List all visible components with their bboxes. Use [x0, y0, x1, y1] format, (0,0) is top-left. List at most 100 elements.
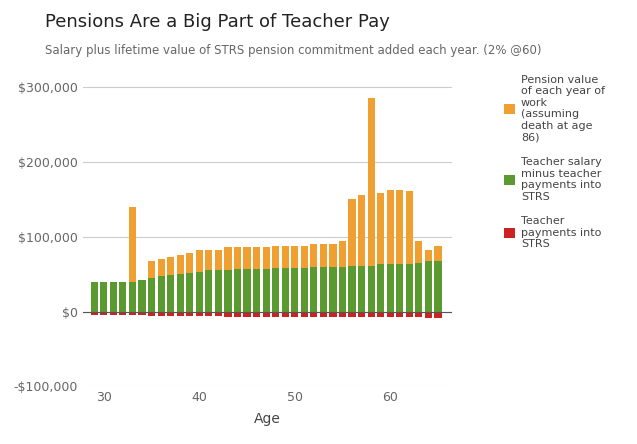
X-axis label: Age: Age: [254, 412, 281, 427]
Bar: [406, 191, 413, 265]
Bar: [215, 250, 222, 270]
Bar: [224, 247, 231, 270]
Bar: [148, 312, 155, 316]
Bar: [387, 190, 394, 265]
Bar: [406, 312, 413, 317]
Bar: [425, 312, 432, 317]
Bar: [157, 259, 165, 277]
Bar: [167, 312, 175, 316]
Bar: [138, 280, 146, 312]
Bar: [100, 312, 108, 315]
Bar: [186, 273, 193, 312]
Bar: [310, 267, 317, 312]
Bar: [339, 241, 346, 267]
Bar: [320, 312, 327, 317]
Bar: [329, 267, 336, 312]
Bar: [282, 268, 289, 312]
Legend: Pension value
of each year of
work
(assuming
death at age
86), Teacher salary
mi: Pension value of each year of work (assu…: [499, 70, 609, 254]
Bar: [215, 312, 222, 317]
Bar: [396, 312, 403, 317]
Bar: [129, 312, 136, 315]
Bar: [377, 265, 384, 312]
Bar: [320, 244, 327, 267]
Bar: [176, 312, 183, 316]
Bar: [90, 312, 98, 315]
Bar: [262, 312, 269, 317]
Bar: [368, 266, 375, 312]
Bar: [310, 312, 317, 317]
Bar: [253, 269, 260, 312]
Bar: [234, 312, 241, 317]
Bar: [262, 269, 269, 312]
Bar: [434, 261, 441, 312]
Bar: [234, 269, 241, 312]
Bar: [291, 312, 298, 317]
Bar: [301, 312, 308, 317]
Bar: [329, 244, 336, 267]
Text: Pensions Are a Big Part of Teacher Pay: Pensions Are a Big Part of Teacher Pay: [45, 13, 389, 32]
Bar: [224, 270, 231, 312]
Bar: [339, 267, 346, 312]
Bar: [291, 246, 298, 268]
Bar: [90, 281, 98, 312]
Bar: [272, 268, 279, 312]
Bar: [167, 275, 175, 312]
Bar: [119, 281, 127, 312]
Bar: [100, 281, 108, 312]
Bar: [387, 312, 394, 317]
Bar: [186, 312, 193, 316]
Bar: [301, 268, 308, 312]
Bar: [282, 246, 289, 268]
Bar: [415, 263, 422, 312]
Bar: [205, 270, 212, 312]
Bar: [205, 250, 212, 270]
Bar: [196, 312, 203, 316]
Bar: [110, 312, 117, 315]
Bar: [224, 312, 231, 317]
Bar: [119, 312, 127, 315]
Bar: [176, 255, 183, 274]
Bar: [434, 246, 441, 261]
Bar: [243, 269, 250, 312]
Bar: [167, 257, 175, 275]
Bar: [148, 278, 155, 312]
Bar: [425, 262, 432, 312]
Bar: [110, 281, 117, 312]
Bar: [272, 312, 279, 317]
Bar: [406, 265, 413, 312]
Bar: [377, 312, 384, 317]
Bar: [425, 250, 432, 262]
Bar: [272, 246, 279, 268]
Bar: [291, 268, 298, 312]
Bar: [310, 244, 317, 267]
Bar: [129, 207, 136, 281]
Bar: [415, 241, 422, 263]
Bar: [138, 312, 146, 315]
Bar: [368, 312, 375, 317]
Bar: [348, 266, 355, 312]
Bar: [358, 312, 365, 317]
Bar: [368, 98, 375, 266]
Bar: [157, 277, 165, 312]
Bar: [415, 312, 422, 317]
Bar: [243, 312, 250, 317]
Bar: [243, 246, 250, 269]
Bar: [129, 281, 136, 312]
Bar: [329, 312, 336, 317]
Bar: [348, 199, 355, 266]
Bar: [196, 272, 203, 312]
Bar: [215, 270, 222, 312]
Bar: [262, 246, 269, 269]
Bar: [387, 265, 394, 312]
Bar: [396, 265, 403, 312]
Bar: [148, 262, 155, 278]
Bar: [186, 253, 193, 273]
Bar: [282, 312, 289, 317]
Bar: [320, 267, 327, 312]
Bar: [434, 312, 441, 318]
Bar: [358, 195, 365, 266]
Text: Salary plus lifetime value of STRS pension commitment added each year. (2% @60): Salary plus lifetime value of STRS pensi…: [45, 44, 541, 57]
Bar: [196, 250, 203, 272]
Bar: [339, 312, 346, 317]
Bar: [253, 312, 260, 317]
